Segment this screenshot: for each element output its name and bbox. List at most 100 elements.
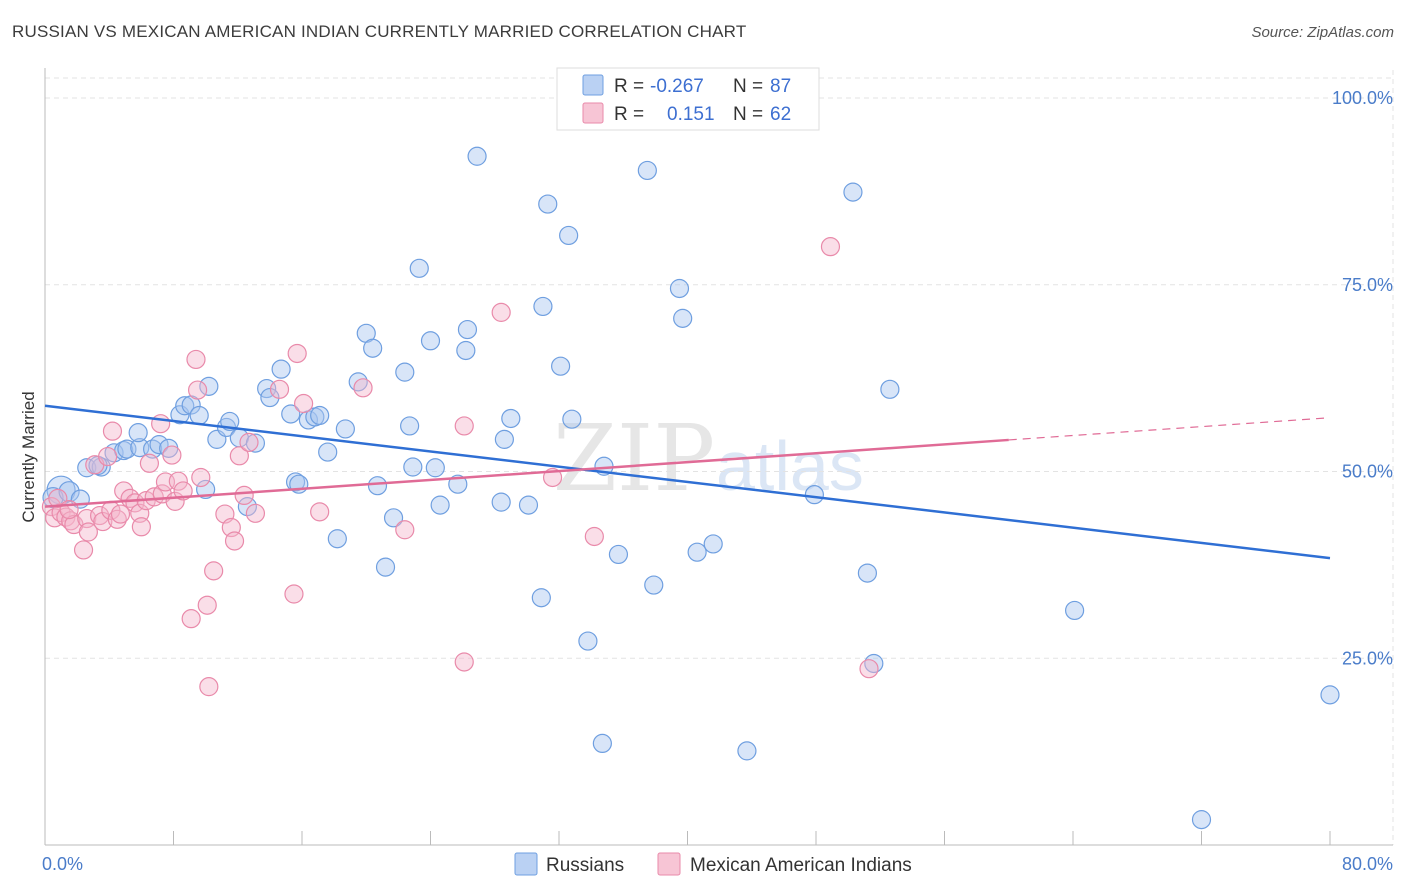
data-point	[58, 481, 80, 503]
data-point	[186, 349, 206, 370]
data-point	[269, 379, 290, 399]
data-point	[191, 467, 211, 488]
data-point	[430, 495, 450, 515]
series-mexican-american-indians	[41, 237, 879, 697]
data-point	[703, 534, 723, 554]
data-point	[608, 544, 629, 565]
data-point	[592, 733, 612, 754]
y-tick-label: 75.0%	[1342, 275, 1393, 295]
trend-layer	[44, 404, 1331, 560]
data-point	[456, 340, 476, 361]
bottom-legend-label-mexican-american-indians: Mexican American Indians	[690, 855, 912, 876]
legend-n-label: N =	[733, 76, 763, 97]
data-point	[260, 387, 280, 408]
data-point	[189, 405, 209, 426]
y-tick-label: 100.0%	[1332, 88, 1393, 108]
data-point	[285, 472, 306, 492]
series-russians	[42, 146, 1340, 830]
chart-title: RUSSIAN VS MEXICAN AMERICAN INDIAN CURRE…	[12, 22, 747, 41]
data-point	[673, 308, 693, 328]
data-point	[187, 380, 208, 400]
data-point	[400, 416, 420, 436]
data-point	[151, 414, 171, 434]
data-point	[93, 511, 113, 532]
data-point	[353, 378, 373, 398]
y-axis-label: Currently Married	[19, 391, 38, 522]
data-point	[454, 416, 474, 436]
data-point	[425, 458, 445, 478]
data-point	[843, 182, 863, 202]
data-point	[181, 609, 201, 629]
chart-source: Source: ZipAtlas.com	[1251, 24, 1394, 41]
data-point	[363, 338, 383, 358]
data-point	[467, 146, 487, 166]
data-point	[149, 435, 169, 455]
data-point	[98, 446, 118, 467]
data-point	[420, 331, 441, 351]
x-tick-label: 80.0%	[1342, 854, 1393, 874]
data-point	[310, 405, 330, 426]
data-point	[168, 471, 188, 491]
data-point	[73, 540, 94, 560]
legend-r-label: R =	[614, 76, 644, 97]
data-point	[335, 419, 355, 439]
data-point	[578, 631, 598, 651]
trend-line-dashed	[1008, 417, 1331, 441]
data-point	[531, 588, 551, 608]
legend-n-value: 87	[770, 76, 791, 97]
data-point	[1191, 810, 1212, 830]
data-point	[318, 442, 338, 462]
data-point	[644, 575, 664, 595]
data-point	[518, 495, 539, 515]
data-point	[128, 423, 148, 443]
y-tick-label: 25.0%	[1342, 648, 1393, 668]
data-point	[880, 379, 900, 399]
data-point	[102, 421, 123, 441]
legend-swatch-russians	[582, 74, 604, 96]
data-point	[229, 446, 249, 466]
data-point	[1065, 600, 1085, 621]
data-point	[820, 237, 841, 257]
data-point	[234, 485, 254, 506]
data-point	[501, 408, 521, 429]
data-point	[491, 302, 511, 322]
data-point	[454, 652, 474, 672]
data-point	[367, 476, 388, 496]
data-point	[245, 503, 266, 523]
data-point	[457, 319, 478, 340]
data-point	[271, 359, 291, 379]
data-point	[294, 393, 314, 414]
data-point	[78, 522, 98, 542]
series-layer	[41, 146, 1340, 830]
legend-swatch-mexican-american-indians	[582, 102, 604, 124]
watermark: ZIP atlas	[553, 405, 864, 512]
data-point	[584, 526, 604, 547]
legend-r-value: -0.267	[650, 76, 704, 97]
data-point	[375, 557, 396, 577]
data-point	[494, 429, 514, 449]
data-point	[687, 542, 707, 562]
data-point	[409, 258, 429, 278]
data-point	[737, 741, 757, 761]
watermark-atlas: atlas	[716, 427, 864, 505]
data-point	[197, 595, 217, 615]
x-tick-label: 0.0%	[42, 854, 83, 874]
data-point	[131, 517, 151, 537]
trend-line-solid	[44, 438, 1009, 508]
data-point	[175, 396, 195, 416]
data-point	[533, 296, 553, 317]
legend-r-label: R =	[614, 104, 644, 125]
data-point	[538, 194, 558, 214]
data-point	[224, 531, 245, 551]
data-point	[107, 509, 127, 529]
data-point	[284, 584, 304, 604]
data-point	[173, 481, 193, 501]
data-point	[139, 453, 160, 473]
data-point	[204, 561, 224, 581]
bottom-legend-label-russians: Russians	[546, 855, 624, 876]
data-point	[162, 445, 182, 465]
data-point	[637, 160, 657, 181]
legend-n-label: N =	[733, 104, 763, 125]
data-point	[327, 529, 347, 549]
